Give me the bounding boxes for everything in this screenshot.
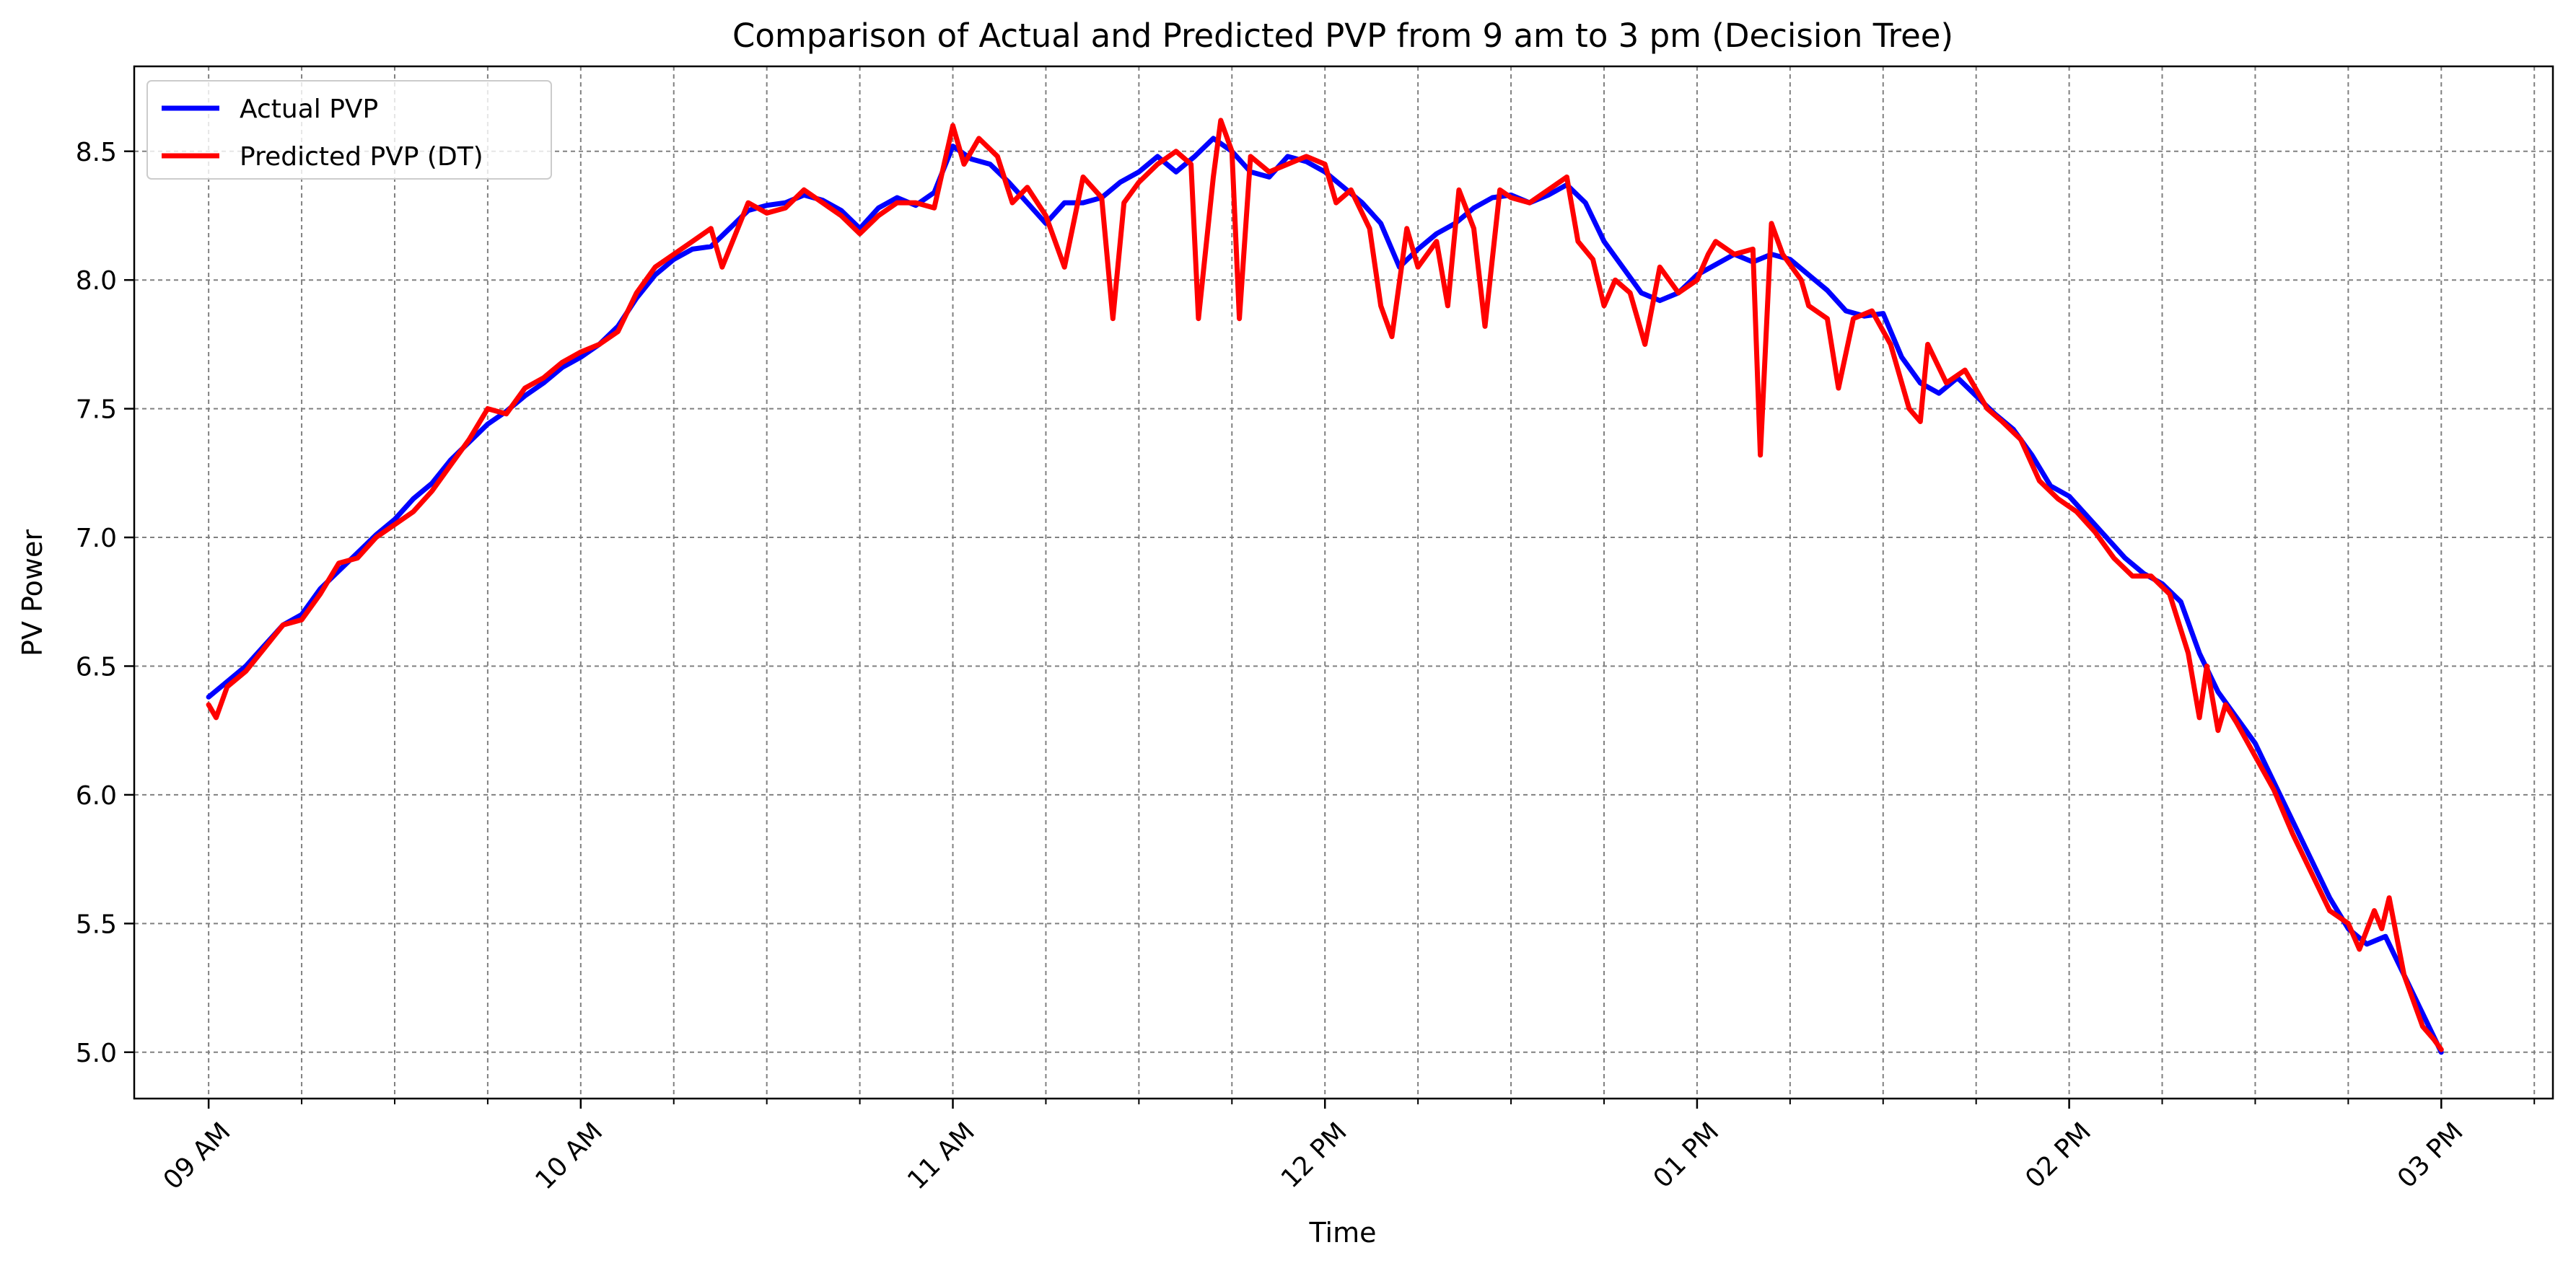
- legend: Actual PVP Predicted PVP (DT): [146, 80, 552, 180]
- y-tick-label: 7.5: [76, 395, 117, 425]
- x-axis-label: Time: [1309, 1217, 1377, 1249]
- y-tick-label: 8.5: [76, 138, 117, 167]
- legend-box: [146, 80, 552, 180]
- plot-frame: [133, 65, 2554, 1100]
- gridlines: [134, 66, 2553, 1099]
- legend-label: Actual PVP: [240, 94, 378, 124]
- series-line-predicted-pvp: [206, 118, 2444, 1052]
- chart-title: Comparison of Actual and Predicted PVP f…: [732, 17, 1953, 55]
- y-axis-label: PV Power: [17, 529, 48, 656]
- y-tick-label: 7.0: [76, 524, 117, 553]
- y-tick-label: 6.5: [76, 652, 117, 682]
- y-tick-label: 6.0: [76, 781, 117, 811]
- y-tick-label: 8.0: [76, 266, 117, 296]
- y-tick-label: 5.0: [76, 1039, 117, 1068]
- y-tick-label: 5.5: [76, 910, 117, 939]
- legend-label: Predicted PVP (DT): [240, 142, 483, 172]
- series-lines: [206, 118, 2444, 1055]
